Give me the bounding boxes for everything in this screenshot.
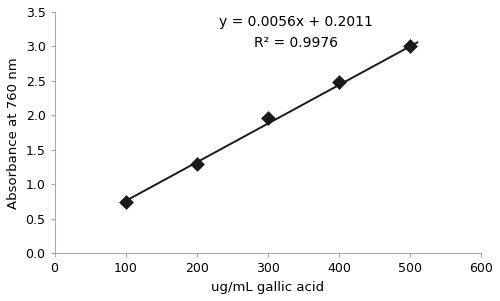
Text: y = 0.0056x + 0.2011
R² = 0.9976: y = 0.0056x + 0.2011 R² = 0.9976 (220, 15, 373, 50)
Point (122, 199, 130, 204)
Point (335, 80, 343, 85)
Y-axis label: Absorbance at 760 nm: Absorbance at 760 nm (7, 57, 20, 209)
Point (406, 43, 414, 48)
Point (264, 115, 272, 120)
X-axis label: ug/mL gallic acid: ug/mL gallic acid (212, 281, 324, 294)
Point (192, 161, 200, 166)
